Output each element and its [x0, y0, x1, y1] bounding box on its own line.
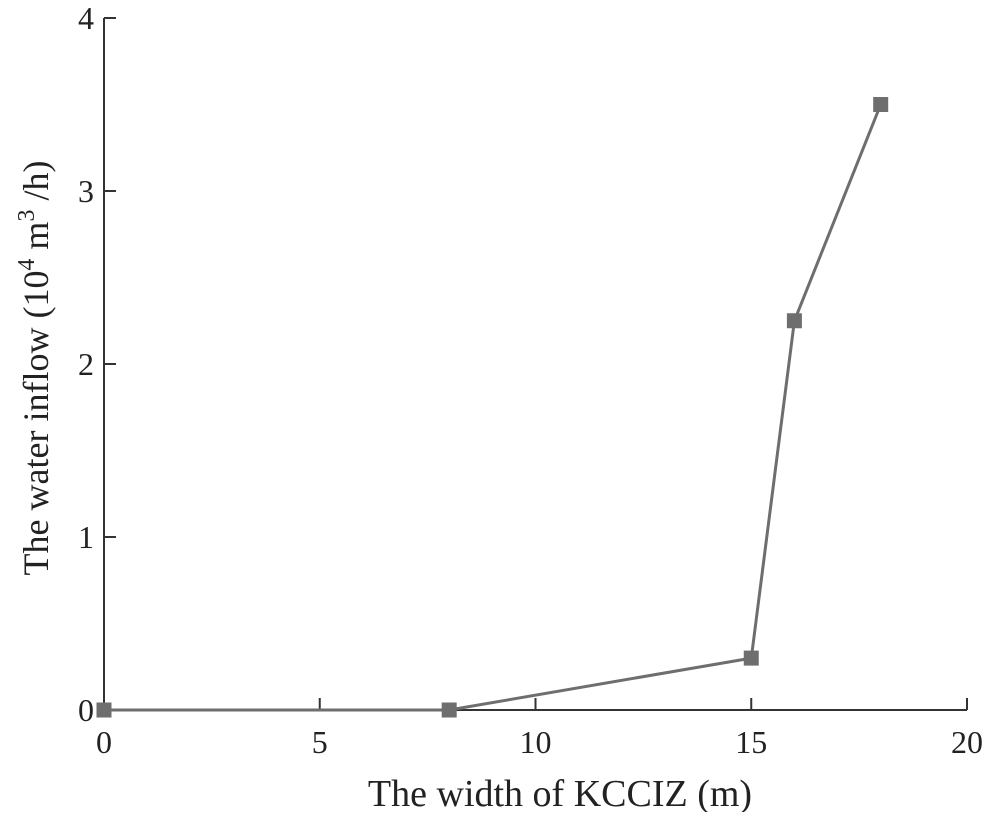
- y-axis-label-sup-3: 3: [14, 210, 40, 222]
- y-tick-label: 2: [78, 346, 94, 382]
- tick-marks: [103, 17, 968, 711]
- data-point-marker: [873, 97, 889, 112]
- axes: [103, 18, 967, 711]
- y-tick-label: 0: [78, 692, 94, 728]
- data-point-marker: [786, 313, 802, 329]
- x-tick-label: 20: [951, 724, 983, 760]
- x-tick-label: 0: [96, 724, 112, 760]
- y-axis-label: The water inflow (104 m3 /h): [14, 161, 56, 576]
- y-tick-label: 1: [78, 519, 94, 555]
- y-axis-label-sup-4: 4: [14, 259, 40, 271]
- y-axis-label-suffix: /h): [16, 161, 56, 210]
- x-axis-label: The width of KCCIZ (m): [368, 773, 752, 812]
- y-axis-label-middle: m: [16, 222, 56, 259]
- y-tick-label: 4: [78, 0, 94, 36]
- series-layer: [96, 97, 889, 718]
- y-axis-label-prefix: The water inflow (10: [16, 271, 56, 576]
- x-tick-label: 10: [520, 724, 552, 760]
- y-tick-label: 3: [78, 173, 94, 209]
- series-line: [104, 103, 883, 712]
- x-tick-label: 5: [312, 724, 328, 760]
- data-point-marker: [441, 702, 457, 718]
- data-point-marker: [96, 702, 112, 718]
- data-point-marker: [743, 650, 759, 666]
- x-tick-label: 15: [735, 724, 767, 760]
- tick-labels: 0 5 10 15 20 0 1 2 3 4: [78, 0, 983, 760]
